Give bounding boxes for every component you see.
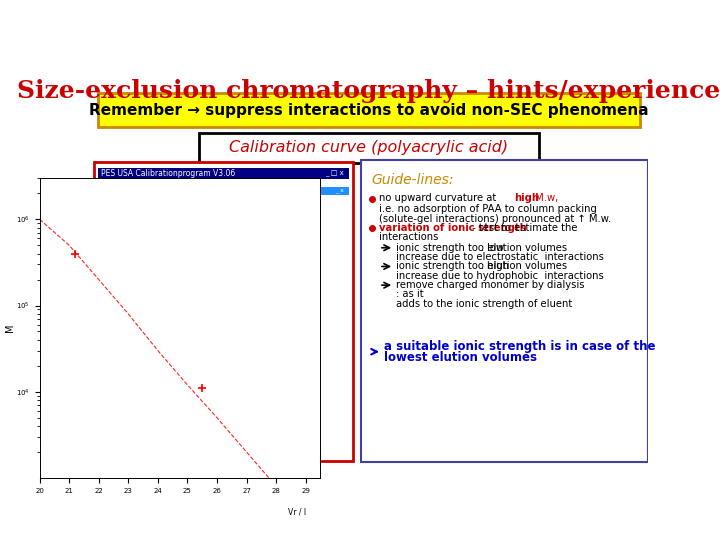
Text: - test to estimate the: - test to estimate the xyxy=(469,223,578,233)
Text: Graph  C:\PSS_GPC\AQUEOUS\*\PAA01_8LEIC: Graph C:\PSS_GPC\AQUEOUS\*\PAA01_8LEIC xyxy=(101,188,241,194)
Text: _ x: _ x xyxy=(335,188,344,193)
Text: no upward curvature at: no upward curvature at xyxy=(379,193,500,203)
Text: : elution volumes: : elution volumes xyxy=(481,261,567,272)
Text: i.e. no adsorption of PAA to column packing: i.e. no adsorption of PAA to column pack… xyxy=(379,204,597,214)
Y-axis label: M: M xyxy=(4,324,14,332)
Text: M.w,: M.w, xyxy=(533,193,559,203)
Text: : as it: : as it xyxy=(396,289,423,299)
Text: remove charged monomer by dialysis: remove charged monomer by dialysis xyxy=(396,280,585,290)
Text: increase due to hydrophobic  interactions: increase due to hydrophobic interactions xyxy=(396,271,603,281)
Text: ionic strength too low: ionic strength too low xyxy=(396,243,504,253)
Text: ionic strength too high: ionic strength too high xyxy=(396,261,509,272)
Text: Size-exclusion chromatography – hints/experience: Size-exclusion chromatography – hints/ex… xyxy=(17,79,720,103)
FancyBboxPatch shape xyxy=(99,187,349,194)
FancyBboxPatch shape xyxy=(99,167,349,179)
Text: interactions: interactions xyxy=(379,232,438,242)
Text: lowest elution volumes: lowest elution volumes xyxy=(384,352,537,365)
Text: high: high xyxy=(514,193,539,203)
Text: Vr / l: Vr / l xyxy=(288,508,306,517)
Text: PES USA Calibrationprogram V3.06: PES USA Calibrationprogram V3.06 xyxy=(101,169,235,178)
FancyBboxPatch shape xyxy=(94,161,354,461)
Text: Remember → suppress interactions to avoid non-SEC phenomena: Remember → suppress interactions to avoi… xyxy=(89,103,649,118)
FancyBboxPatch shape xyxy=(199,133,539,163)
Text: Calibration curve (polyacrylic acid): Calibration curve (polyacrylic acid) xyxy=(230,140,508,156)
Text: increase due to electrostatic  interactions: increase due to electrostatic interactio… xyxy=(396,252,603,262)
FancyBboxPatch shape xyxy=(361,160,648,462)
Text: File  Statistics  Chains  Options  Scale  Overlay  Window  Help: File Statistics Chains Options Scale Ove… xyxy=(101,182,294,187)
Text: adds to the ionic strength of eluent: adds to the ionic strength of eluent xyxy=(396,299,572,309)
Text: _ □ x: _ □ x xyxy=(325,170,344,177)
Text: Guide-lines:: Guide-lines: xyxy=(372,173,454,187)
FancyBboxPatch shape xyxy=(99,93,639,127)
Text: (solute-gel interactions) pronounced at ↑ M.w.: (solute-gel interactions) pronounced at … xyxy=(379,214,611,224)
Text: a suitable ionic strength is in case of the: a suitable ionic strength is in case of … xyxy=(384,340,656,353)
Text: : elution volumes: : elution volumes xyxy=(481,243,567,253)
Text: variation of ionic strength: variation of ionic strength xyxy=(379,223,527,233)
